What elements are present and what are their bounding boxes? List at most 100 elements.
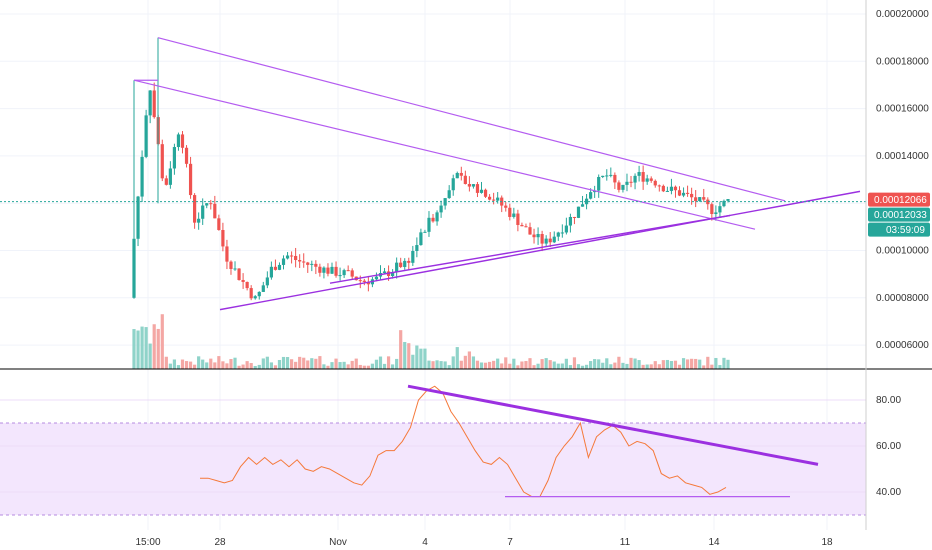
lower-trendline[interactable] (219, 190, 861, 311)
candle-body (605, 175, 609, 177)
candle-body (407, 260, 411, 263)
candle-body (685, 192, 690, 194)
volume-bar (160, 314, 164, 369)
price-tick-label: 0.00020000 (876, 9, 929, 20)
candle-body (496, 197, 500, 201)
volume-bar (625, 363, 629, 369)
candle-body (302, 261, 306, 263)
candle-body (144, 115, 148, 157)
volume-bar (580, 365, 585, 369)
candle-body (350, 270, 354, 277)
candle-body (564, 225, 568, 233)
candle-body (706, 199, 710, 205)
volume-bar (326, 365, 330, 369)
candle-body (463, 175, 467, 184)
candle-body (601, 175, 605, 177)
volume-bar (451, 356, 455, 369)
volume-bar (354, 358, 358, 369)
volume-bar (334, 358, 338, 369)
candle-body (657, 185, 661, 187)
price-axis[interactable]: 0.00020000 0.00018000 0.00016000 0.00014000… (876, 9, 929, 351)
volume-bar (132, 329, 136, 369)
volume-bar (447, 365, 451, 369)
time-tick-label: 28 (214, 537, 226, 548)
candle-body (487, 196, 492, 200)
volume-bar (471, 356, 476, 369)
candle-body (576, 206, 581, 218)
volume-bar (560, 363, 564, 369)
volume-bar (229, 359, 233, 369)
candle-body (726, 199, 730, 201)
volume-bar (597, 359, 601, 369)
volume-bar (257, 364, 261, 369)
volume-bar (512, 358, 516, 369)
volume-bar (382, 363, 387, 369)
candle-body (411, 250, 415, 263)
candle-body (399, 262, 403, 267)
candle-body (298, 260, 302, 262)
candle-body (391, 271, 395, 277)
volume-bar (665, 359, 669, 369)
volume-bar (273, 365, 278, 369)
candle-body (633, 175, 637, 183)
volume-bar (653, 361, 657, 369)
volume-bar (467, 351, 471, 369)
inner-trendline[interactable] (133, 79, 756, 230)
volume-bar (552, 361, 556, 369)
candles (132, 37, 730, 301)
candle-body (504, 205, 508, 208)
volume-bar (391, 364, 395, 369)
volume-bar (718, 365, 722, 369)
support-trendline[interactable] (329, 214, 731, 284)
rsi-axis[interactable]: 80.00 60.00 40.00 (876, 395, 901, 498)
volume-bar (277, 359, 282, 369)
candle-body (241, 279, 245, 282)
volume-bar (548, 360, 552, 369)
volume-bar (209, 358, 213, 369)
trendlines (133, 37, 861, 311)
candle-body (419, 232, 423, 246)
candle-body (548, 238, 552, 243)
candle-body (431, 217, 435, 222)
volume-bar (281, 356, 286, 369)
volume-bar (184, 361, 189, 369)
upper-trendline[interactable] (157, 37, 786, 202)
candle-body (512, 213, 516, 217)
candle-body (285, 255, 290, 259)
candle-body (342, 270, 346, 276)
candle-body (435, 212, 439, 222)
volume-bar (593, 359, 597, 369)
current-price-tag-text: 0.00012033 (874, 210, 927, 221)
candle-body (447, 190, 451, 199)
time-axis[interactable]: 15:00 28 Nov 4 7 11 14 18 (135, 537, 833, 548)
candle-body (225, 246, 229, 262)
candle-body (338, 275, 342, 277)
volume-bar (225, 363, 229, 369)
volume-bar (568, 365, 573, 369)
candle-body (172, 147, 177, 169)
candle-body (617, 182, 621, 190)
candle-body (197, 218, 201, 223)
candle-body (140, 156, 144, 197)
candle-body (184, 147, 189, 164)
candle-body (455, 172, 459, 179)
volume-bar (617, 356, 621, 369)
candle-body (532, 234, 536, 238)
candle-body (520, 224, 524, 227)
candle-body (374, 276, 379, 280)
volume-bar (370, 363, 375, 369)
volume-bar (584, 364, 589, 369)
volume-bar (621, 362, 625, 369)
volume-bar (479, 362, 484, 369)
volume-bar (439, 361, 443, 369)
volume-bar (168, 363, 172, 369)
volume-bar (314, 358, 318, 369)
candle-body (362, 280, 366, 282)
candle-body (415, 245, 419, 251)
candle-body (556, 232, 560, 237)
volume-bar (265, 356, 269, 369)
volume-bar (411, 354, 415, 369)
rsi-descending-trendline[interactable] (407, 384, 819, 466)
candle-body (597, 176, 601, 191)
